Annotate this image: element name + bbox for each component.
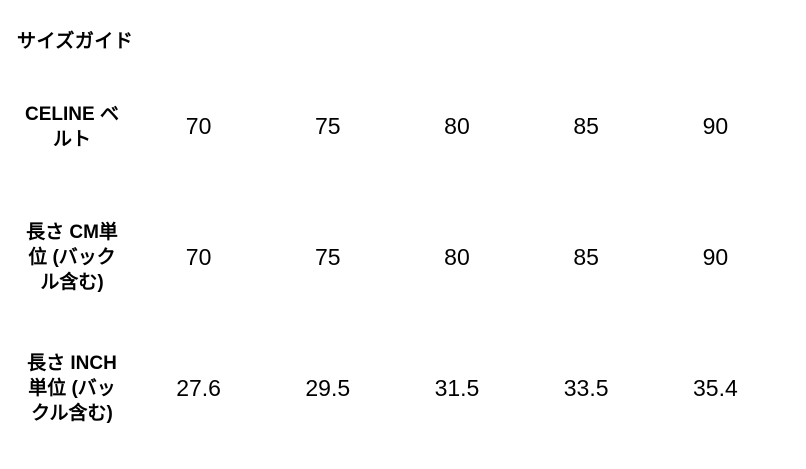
size-value-cell: 31.5 (434, 375, 480, 401)
size-value-cell: 90 (702, 113, 729, 139)
size-value-cell: 80 (444, 244, 470, 270)
size-value-cell: 35.4 (692, 375, 738, 401)
page-title: サイズガイド (17, 31, 134, 52)
table-row-celine-belt: CELINE ベ ルト 70 75 80 85 90 (10, 61, 780, 192)
size-value-cell: 70 (185, 244, 212, 270)
table-row-length-inch: 長さ INCH 単位 (バッ クル含む) 27.6 29.5 31.5 33.5… (10, 323, 780, 454)
size-guide-table: CELINE ベ ルト 70 75 80 85 90 長さ CM単 位 (バック… (10, 61, 780, 454)
table-row-length-cm: 長さ CM単 位 (バック ル含む) 70 75 80 85 90 (10, 192, 780, 323)
row-header-length-inch: 長さ INCH 単位 (バッ クル含む) (27, 353, 117, 424)
size-value-cell: 85 (573, 244, 599, 270)
size-value-cell: 90 (702, 244, 729, 270)
size-value-cell: 75 (314, 244, 341, 270)
size-value-cell: 85 (573, 113, 599, 139)
size-value-cell: 33.5 (563, 375, 609, 401)
size-value-cell: 80 (444, 113, 470, 139)
size-value-cell: 75 (314, 113, 341, 139)
row-header-celine-belt: CELINE ベ ルト (25, 103, 119, 150)
size-value-cell: 27.6 (176, 375, 221, 401)
row-header-length-cm: 長さ CM単 位 (バック ル含む) (26, 222, 118, 293)
size-value-cell: 29.5 (305, 375, 351, 401)
size-value-cell: 70 (185, 113, 212, 139)
